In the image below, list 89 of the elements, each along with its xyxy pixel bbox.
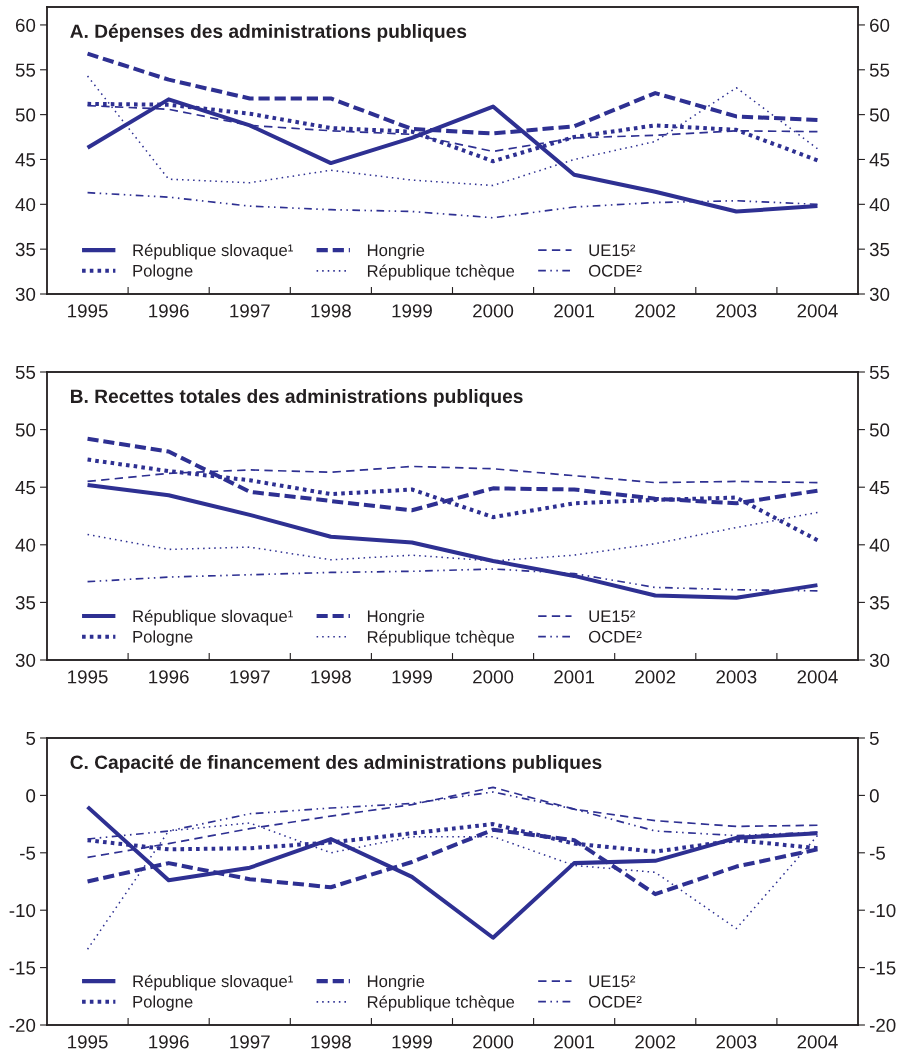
y-tick-label: -20 [9,1018,36,1032]
y-tick-label: 50 [15,108,36,122]
y-tick-label: 35 [15,596,36,610]
y2-tick-label: 60 [870,18,890,32]
y2-tick-label: 30 [869,287,890,301]
legend-label: Hongrie [367,609,425,626]
x-tick-label: 2003 [716,670,757,684]
x-tick-label: 1999 [392,670,432,684]
x-tick-label: 1995 [68,304,108,318]
y2-tick-label: -10 [869,903,896,918]
x-tick-label: 2000 [473,304,514,318]
y-tick-label: 5 [26,731,36,745]
legend-label: République tchèque [367,995,515,1012]
y-tick-label: 45 [15,153,36,167]
x-tick-label: 2004 [797,1035,838,1049]
y2-tick-label: 50 [869,108,890,122]
x-tick-label: 2002 [635,304,676,318]
x-tick-label: 1999 [392,304,432,318]
legend-label: UE15² [589,975,636,988]
y-tick-label: 40 [15,198,36,212]
x-tick-label: 1999 [392,1035,432,1049]
y-tick-label: -15 [9,961,36,975]
legend-label: OCDE² [588,264,642,277]
y-tick-label: -5 [20,846,36,860]
y-tick-label: 40 [15,538,36,552]
x-tick-label: 1997 [230,1035,270,1049]
y-tick-label: 30 [15,287,36,301]
y2-tick-label: -5 [869,846,885,860]
y-tick-label: 55 [15,63,36,77]
y-tick-label: 35 [15,242,36,257]
y2-tick-label: 5 [869,731,879,745]
x-tick-label: 1998 [311,304,351,318]
x-tick-label: 2002 [635,1035,676,1049]
y2-tick-label: -20 [869,1018,896,1032]
x-tick-label: 2004 [797,304,838,318]
y-tick-label: 55 [15,365,36,379]
y2-tick-label: 30 [869,653,890,667]
text: A. Dépenses des administrations publiques [70,23,467,42]
text: C. Capacité de financement des administrations publiques [70,754,602,773]
y-tick-label: 45 [15,481,36,495]
legend-label: Hongrie [367,243,425,260]
legend-label: UE15² [589,610,636,623]
legend-label: République slovaque¹ [133,243,293,260]
y2-tick-label: 55 [869,63,890,77]
y-tick-label: 50 [15,423,36,437]
y2-tick-label: 45 [869,481,890,495]
x-tick-label: 1998 [311,670,351,684]
y-tick-label: -10 [9,903,36,918]
x-tick-label: 2003 [716,1035,757,1049]
x-tick-label: 2001 [554,304,595,318]
y2-tick-label: 45 [869,153,890,167]
legend-label: OCDE² [588,630,642,643]
y2-tick-label: 55 [869,365,890,379]
x-tick-label: 2003 [716,304,757,318]
x-tick-label: 2004 [797,670,838,684]
x-tick-label: 1997 [230,670,270,684]
y2-tick-label: 0 [869,789,879,803]
legend-label: Pologne [133,995,193,1011]
legend-label: UE15² [589,244,636,257]
y2-tick-label: 40 [869,198,890,212]
y-tick-label: 30 [15,653,36,667]
y-tick-label: 60 [15,18,36,32]
text: B. Recettes totales des administrations publiques [70,388,523,407]
y2-tick-label: 50 [869,423,890,437]
legend-label: Hongrie [367,974,425,991]
x-tick-label: 2002 [635,670,676,684]
x-tick-label: 2001 [554,1035,595,1049]
y-tick-label: 0 [26,789,36,803]
x-tick-label: 1997 [230,304,270,318]
x-tick-label: 1996 [149,1035,189,1049]
legend-label: République tchèque [367,264,515,281]
y2-tick-label: 40 [869,538,890,552]
x-tick-label: 1995 [68,1035,108,1049]
x-tick-label: 1996 [149,670,189,684]
y2-tick-label: 35 [869,596,890,610]
legend-label: République slovaque¹ [133,609,293,626]
x-tick-label: 2001 [554,670,595,684]
y2-tick-label: 35 [869,242,890,257]
legend-label: République tchèque [367,630,515,647]
x-tick-label: 2000 [473,670,514,684]
x-tick-label: 1998 [311,1035,351,1049]
legend-label: OCDE² [588,995,642,1008]
legend-label: République slovaque¹ [133,974,293,991]
y2-tick-label: -15 [869,961,896,975]
x-tick-label: 2000 [473,1035,514,1049]
legend-label: Pologne [133,630,193,646]
legend-label: Pologne [133,264,193,280]
x-tick-label: 1996 [149,304,189,318]
x-tick-label: 1995 [68,670,108,684]
